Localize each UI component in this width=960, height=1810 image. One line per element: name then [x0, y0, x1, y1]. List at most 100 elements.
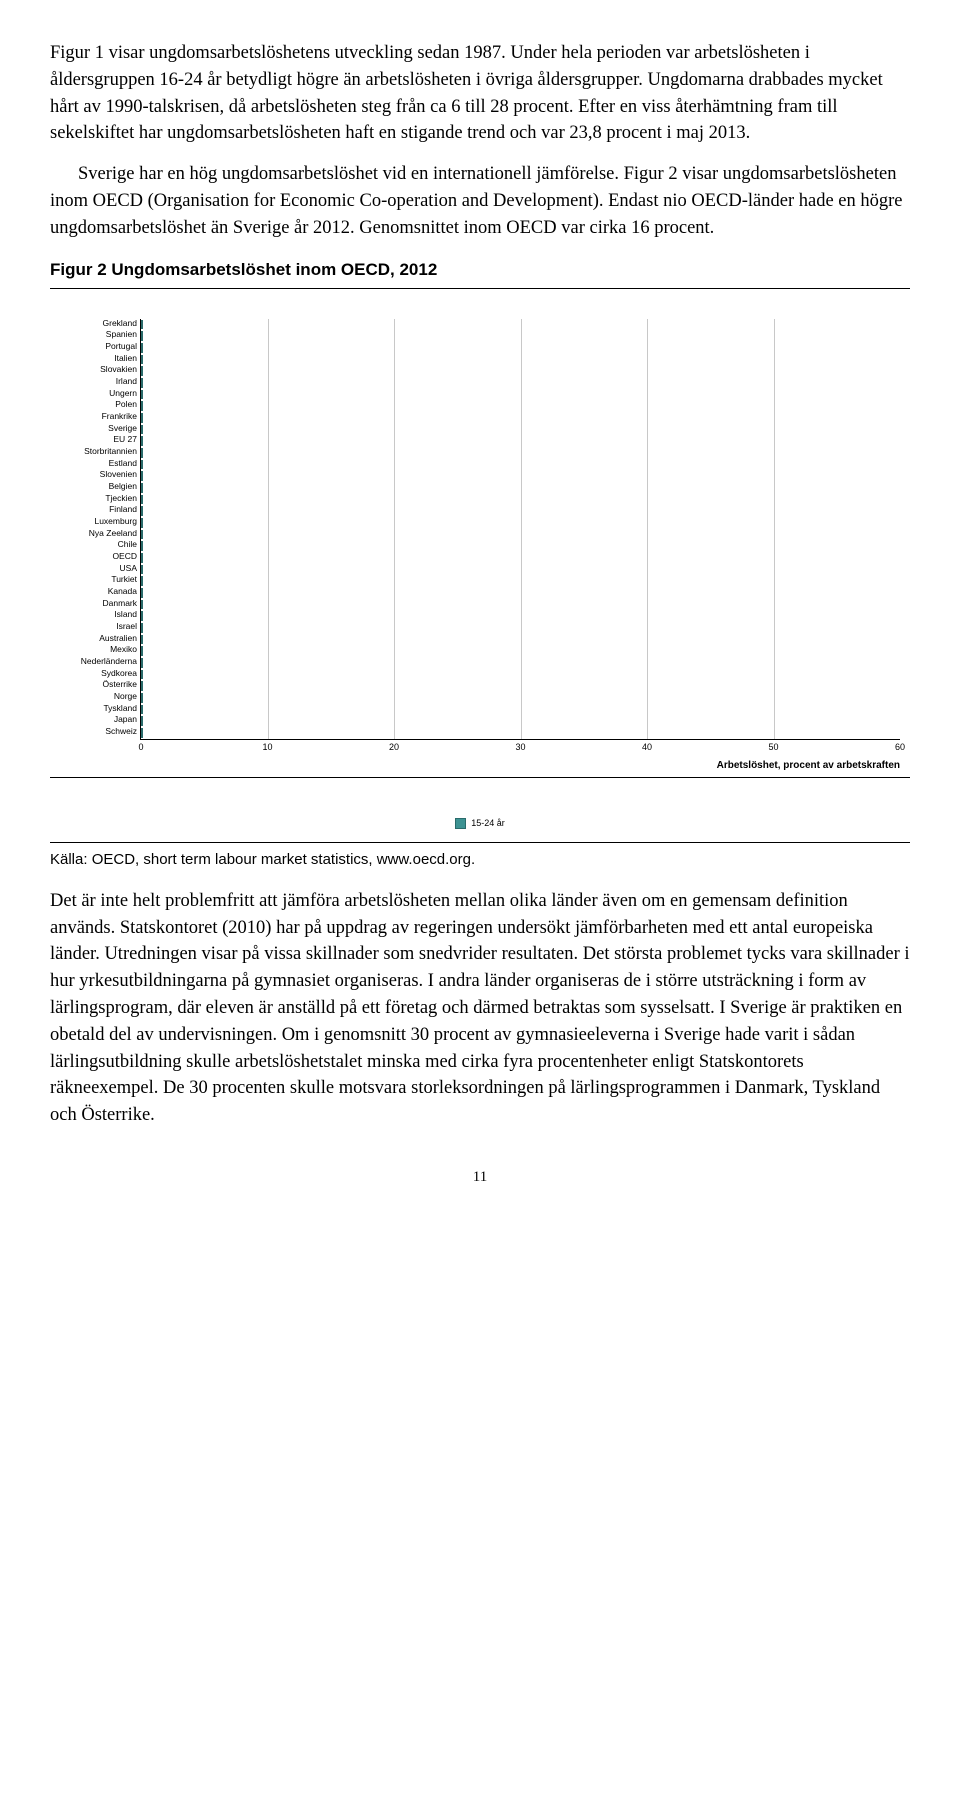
country-label: Island [114, 610, 141, 620]
bar-fill [141, 436, 143, 446]
x-tick: 0 [138, 739, 143, 752]
paragraph-1: Figur 1 visar ungdomsarbetslöshetens utv… [50, 40, 910, 147]
bar-fill [141, 588, 143, 598]
country-label: Finland [109, 505, 141, 515]
bar-fill [141, 355, 143, 365]
country-label: EU 27 [113, 435, 141, 445]
country-label: Japan [114, 715, 141, 725]
bar-fill [141, 506, 143, 516]
bar-fill [141, 658, 143, 668]
bar-row: Portugal [141, 343, 143, 353]
country-label: Estland [109, 459, 141, 469]
paragraph-3: Det är inte helt problemfritt att jämför… [50, 888, 910, 1129]
country-label: Slovenien [100, 470, 141, 480]
x-tick: 40 [642, 739, 652, 752]
bar-row: Mexiko [141, 646, 143, 656]
x-tick: 60 [895, 739, 905, 752]
bar-fill [141, 600, 143, 610]
bar-row: Turkiet [141, 576, 143, 586]
country-label: OECD [112, 552, 141, 562]
bar-fill [141, 413, 143, 423]
bar-row: Australien [141, 635, 143, 645]
bar-chart: 0102030405060GreklandSpanienPortugalItal… [140, 319, 900, 740]
bar-fill [141, 623, 143, 633]
bar-fill [141, 635, 143, 645]
x-tick: 30 [515, 739, 525, 752]
x-axis-caption: Arbetslöshet, procent av arbetskraften [50, 760, 910, 771]
bar-fill [141, 471, 143, 481]
bar-row: EU 27 [141, 436, 143, 446]
bar-fill [141, 425, 143, 435]
country-label: Spanien [106, 330, 141, 340]
country-label: Tjeckien [105, 494, 141, 504]
bar-fill [141, 530, 143, 540]
bar-row: Schweiz [141, 728, 143, 738]
gridline [521, 319, 522, 739]
country-label: Chile [118, 540, 141, 550]
chart-wrap: 0102030405060GreklandSpanienPortugalItal… [50, 319, 910, 740]
bar-row: Israel [141, 623, 143, 633]
bar-row: Spanien [141, 331, 143, 341]
bar-row: Japan [141, 716, 143, 726]
bar-row: Nederländerna [141, 658, 143, 668]
bar-row: Belgien [141, 483, 143, 493]
bar-fill [141, 331, 143, 341]
bar-fill [141, 448, 143, 458]
bar-fill [141, 693, 143, 703]
bar-fill [141, 716, 143, 726]
country-label: Australien [99, 634, 141, 644]
paragraph-2: Sverige har en hög ungdomsarbetslöshet v… [50, 161, 910, 241]
chart-section: 0102030405060GreklandSpanienPortugalItal… [50, 288, 910, 778]
bar-fill [141, 670, 143, 680]
bar-row: Storbritannien [141, 448, 143, 458]
bar-fill [141, 495, 143, 505]
country-label: Norge [114, 692, 141, 702]
bar-fill [141, 565, 143, 575]
bar-fill [141, 541, 143, 551]
country-label: Ungern [109, 389, 141, 399]
bar-fill [141, 390, 143, 400]
bar-row: Slovenien [141, 471, 143, 481]
bar-row: Tyskland [141, 705, 143, 715]
country-label: Irland [116, 377, 141, 387]
bar-row: Danmark [141, 600, 143, 610]
bar-row: Estland [141, 460, 143, 470]
bar-fill [141, 401, 143, 411]
country-label: Schweiz [105, 727, 141, 737]
bar-row: Sverige [141, 425, 143, 435]
legend-swatch [455, 818, 466, 829]
gridline [774, 319, 775, 739]
country-label: Slovakien [100, 365, 141, 375]
bar-fill [141, 728, 143, 738]
legend-label: 15-24 år [471, 818, 505, 828]
bar-fill [141, 518, 143, 528]
legend-section: 15-24 år [50, 788, 910, 843]
country-label: Österrike [103, 680, 141, 690]
country-label: Portugal [105, 342, 141, 352]
bar-fill [141, 378, 143, 388]
country-label: Grekland [103, 319, 142, 329]
figure-title: Figur 2 Ungdomsarbetslöshet inom OECD, 2… [50, 260, 910, 280]
bar-fill [141, 343, 143, 353]
country-label: Nya Zeeland [89, 529, 141, 539]
bar-fill [141, 553, 143, 563]
bar-row: Slovakien [141, 366, 143, 376]
legend-item: 15-24 år [455, 818, 505, 829]
bar-row: Sydkorea [141, 670, 143, 680]
bar-row: Finland [141, 506, 143, 516]
country-label: Sydkorea [101, 669, 141, 679]
gridline [268, 319, 269, 739]
bar-fill [141, 646, 143, 656]
country-label: Frankrike [102, 412, 141, 422]
bar-row: Tjeckien [141, 495, 143, 505]
bar-fill [141, 320, 143, 330]
bar-row: Polen [141, 401, 143, 411]
country-label: Tyskland [103, 704, 141, 714]
country-label: Italien [114, 354, 141, 364]
bar-row: Norge [141, 693, 143, 703]
bar-fill [141, 576, 143, 586]
bar-row: Irland [141, 378, 143, 388]
source-text: Källa: OECD, short term labour market st… [50, 851, 910, 868]
country-label: Danmark [103, 599, 141, 609]
x-tick: 20 [389, 739, 399, 752]
